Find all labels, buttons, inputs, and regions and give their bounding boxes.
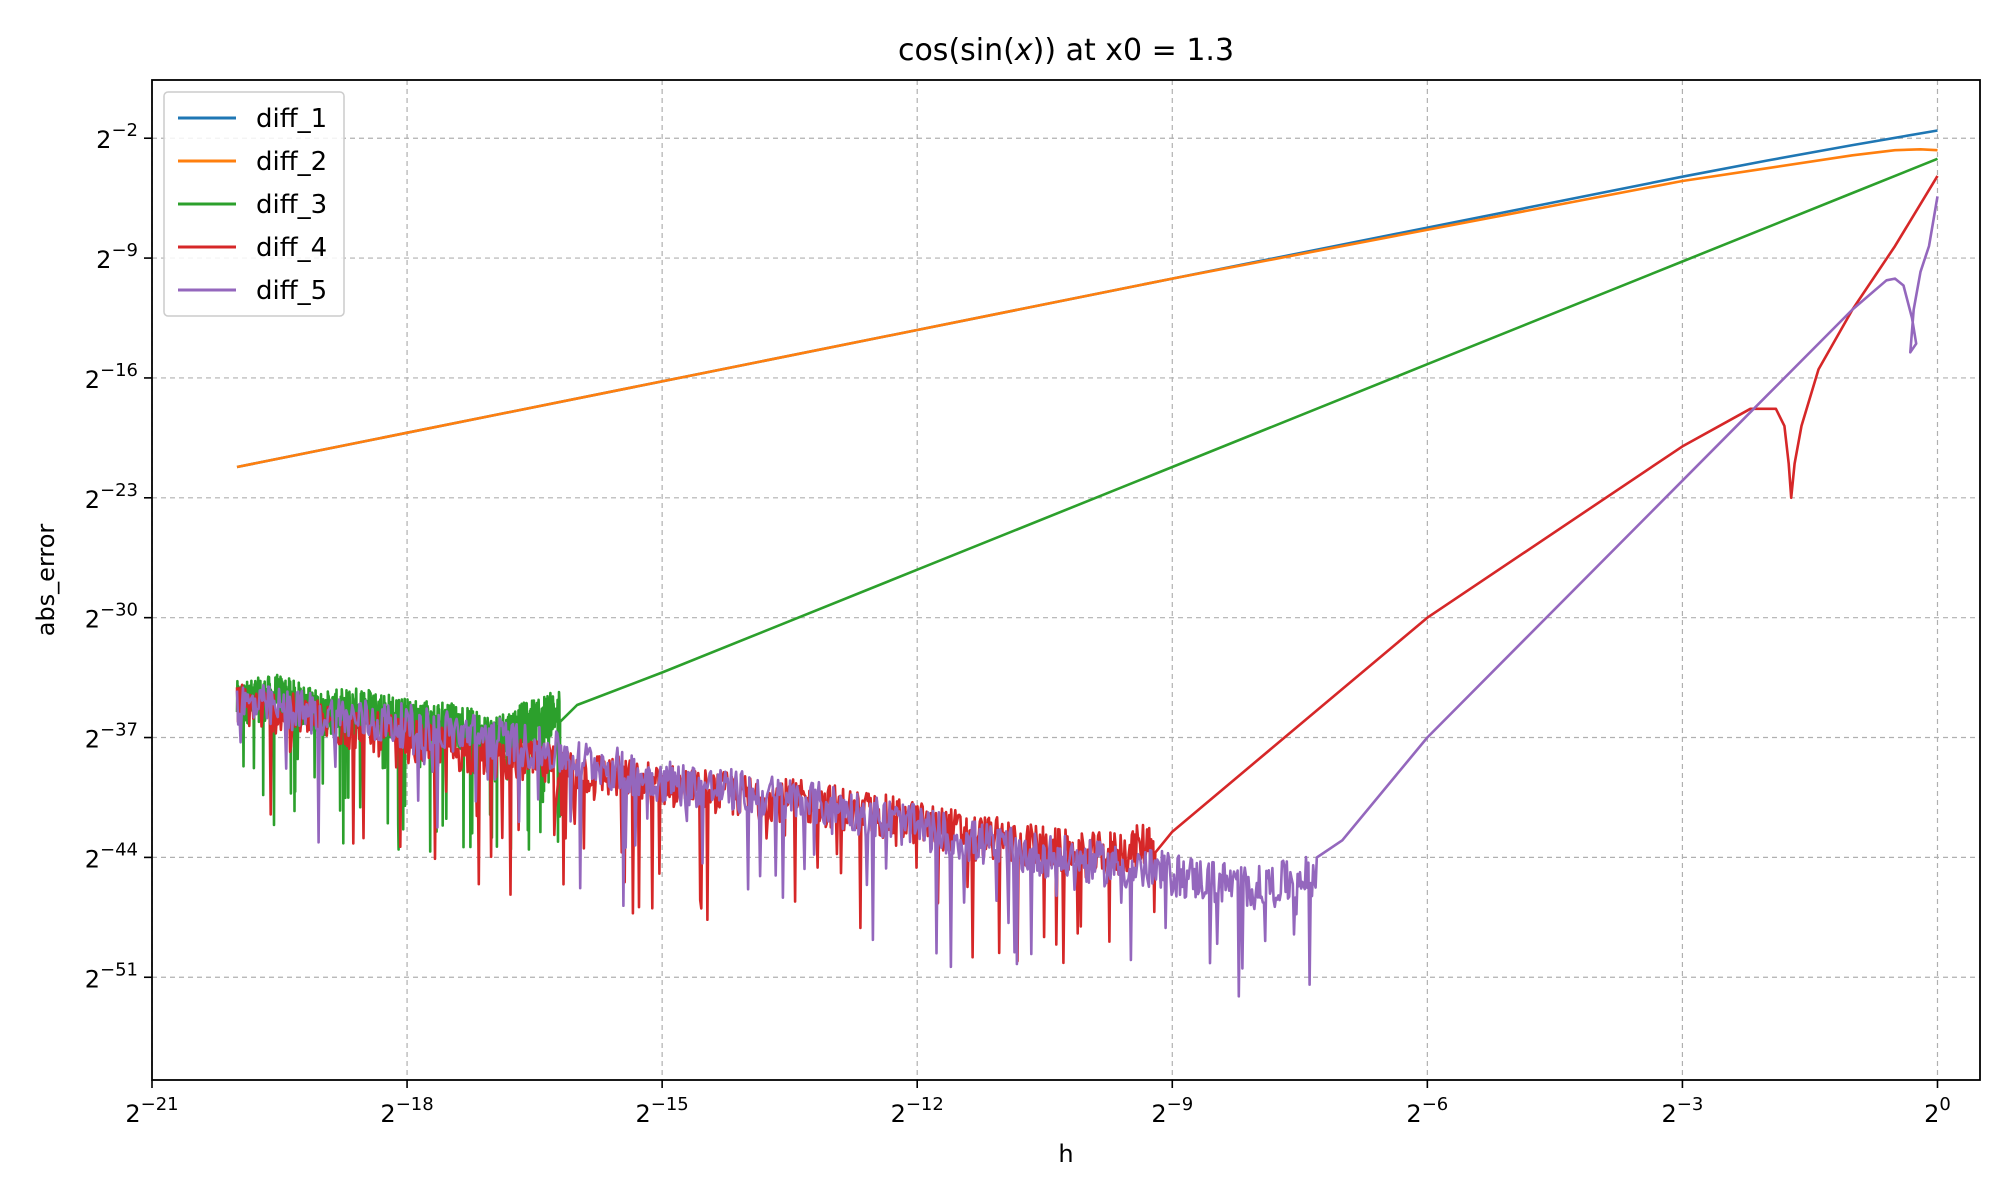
y-tick-label: 2−51 — [85, 959, 138, 993]
y-tick-label: 2−9 — [96, 240, 138, 274]
legend: diff_1 diff_2 diff_3 diff_4 diff_5 — [163, 91, 345, 317]
y-axis-label: abs_error — [32, 524, 60, 637]
x-tick-label: 2−15 — [635, 1094, 688, 1128]
x-axis-label: h — [1058, 1140, 1073, 1168]
x-tick-label: 2−6 — [1406, 1094, 1448, 1128]
series-lines — [235, 129, 1939, 998]
legend-label-diff_3: diff_3 — [256, 190, 327, 220]
legend-label-diff_2: diff_2 — [256, 147, 327, 177]
series-line-diff_5 — [235, 196, 1939, 998]
x-tick-label: 20 — [1924, 1094, 1951, 1128]
legend-box — [163, 91, 345, 317]
y-tick-label: 2−16 — [85, 360, 138, 394]
x-tick-label: 2−21 — [125, 1094, 178, 1128]
x-tick-label: 2−18 — [380, 1094, 433, 1128]
series-line-diff_2 — [236, 148, 1938, 469]
x-tick-label: 2−12 — [891, 1094, 944, 1128]
x-axis-ticks: 2−21 2−18 2−15 2−12 2−9 2−6 2−3 20 — [125, 1080, 1951, 1128]
legend-label-diff_1: diff_1 — [256, 104, 327, 134]
x-tick-label: 2−3 — [1662, 1094, 1704, 1128]
chart-title: cos(sin(x)) at x0 = 1.3 — [898, 33, 1234, 68]
plot-frame — [151, 79, 1981, 1081]
x-tick-label: 2−9 — [1151, 1094, 1193, 1128]
y-tick-label: 2−30 — [85, 600, 138, 634]
y-tick-label: 2−2 — [96, 120, 138, 154]
y-tick-label: 2−23 — [85, 480, 138, 514]
legend-label-diff_5: diff_5 — [256, 276, 327, 306]
y-tick-label: 2−44 — [85, 839, 138, 873]
legend-label-diff_4: diff_4 — [256, 233, 327, 263]
y-tick-label: 2−37 — [85, 720, 138, 754]
y-axis-ticks: 2−2 2−9 2−16 2−23 2−30 2−37 2−44 2−51 — [85, 120, 152, 993]
